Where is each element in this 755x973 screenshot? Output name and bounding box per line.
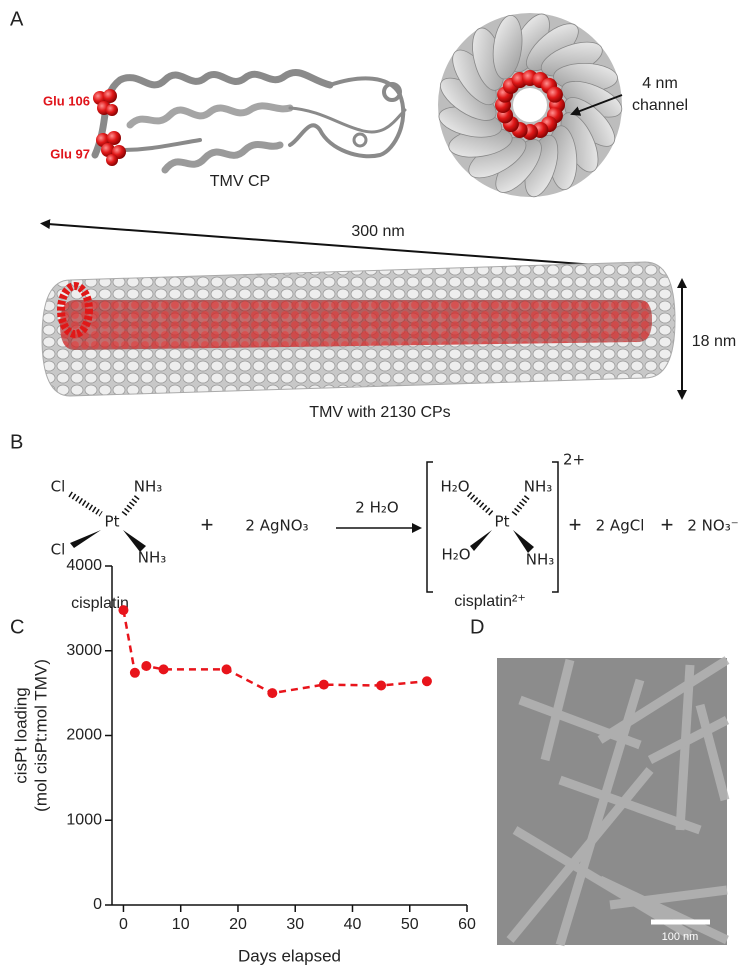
data-point: [129, 667, 140, 678]
ligand: Cl: [51, 478, 66, 496]
length-arrow: [40, 219, 664, 275]
channel-label: 4 nm: [642, 75, 678, 92]
ligand: NH₃: [138, 549, 167, 567]
x-tick-label: 40: [344, 916, 362, 933]
x-tick-label: 20: [229, 916, 247, 933]
x-tick-label: 10: [172, 916, 190, 933]
subunit: [492, 14, 523, 80]
ligand: NH₃: [526, 551, 555, 569]
ligand: NH₃: [134, 478, 163, 496]
residue-label: Glu 97: [50, 146, 90, 161]
ligand: H₂O: [440, 478, 469, 496]
loading-chart: 0 1000 2000 3000 4000 0 10 20 30 40 50 60 Days elaps…: [11, 557, 476, 965]
bracket: [552, 461, 559, 593]
rod-label: TMV with 2130 CPs: [309, 404, 450, 421]
ligand: H₂O: [441, 546, 470, 564]
residue-label: Glu 106: [43, 93, 90, 108]
ligand: Cl: [51, 541, 66, 559]
x-tick-label: 60: [458, 916, 476, 933]
y-tick-label: 1000: [66, 811, 102, 828]
x-tick-label: 0: [119, 916, 128, 933]
data-point: [376, 680, 387, 691]
panel-label: C: [10, 616, 24, 638]
byproduct: 2 AgCl: [596, 517, 645, 535]
plus: +: [661, 512, 674, 537]
y-tick-label: 2000: [66, 727, 102, 744]
y-tick-label: 4000: [66, 557, 102, 574]
data-point: [267, 688, 278, 699]
y-tick-label: 0: [93, 896, 102, 913]
x-tick-label: 30: [286, 916, 304, 933]
wedge-bond: [70, 530, 101, 548]
data-point: [221, 664, 232, 675]
wedge-bond: [123, 530, 146, 552]
diameter-label: 18 nm: [692, 333, 736, 350]
byproduct: 2 NO₃⁻: [687, 517, 738, 535]
x-axis-label: Days elapsed: [238, 946, 341, 965]
panel-label: B: [10, 431, 23, 453]
bracket: [426, 461, 433, 593]
y-tick-label: 3000: [66, 642, 102, 659]
y-axis-label: (mol cisPt:mol TMV): [31, 659, 50, 812]
glu-spheres: [93, 89, 126, 166]
reactant: Pt Cl NH₃ Cl NH₃ cisplatin: [51, 478, 167, 613]
wedge-bond: [513, 530, 534, 553]
data-point: [421, 676, 432, 687]
data-point: [118, 605, 129, 616]
rod-channel: [60, 300, 652, 350]
protein-ribbon: [91, 69, 407, 174]
data-point: [158, 664, 169, 675]
reagent: 2 AgNO₃: [245, 517, 308, 535]
y-axis-label: cisPt loading: [11, 687, 30, 783]
wedge-bond: [470, 530, 492, 551]
hashed-bond: [467, 491, 494, 517]
plus: +: [201, 512, 214, 537]
tem-image: 100 nm: [497, 656, 730, 947]
protein-label: TMV CP: [210, 173, 270, 190]
compound-name: cisplatin²⁺: [454, 593, 526, 610]
product: 2+ Pt H₂O NH₃ H₂O NH₃ cisplatin²⁺: [426, 451, 585, 610]
arrow: [570, 94, 623, 116]
scale-label: 100 nm: [662, 931, 699, 943]
panel-label: A: [10, 8, 24, 30]
panel-label: D: [470, 616, 484, 638]
data-point: [318, 679, 329, 690]
channel-label: channel: [632, 97, 688, 114]
hashed-bond: [511, 494, 531, 516]
metal: Pt: [105, 513, 120, 531]
channel: [513, 88, 547, 122]
data-point: [141, 661, 152, 672]
plus: +: [569, 512, 582, 537]
hashed-bond: [121, 494, 141, 516]
compound-name: cisplatin: [71, 595, 129, 612]
rod-end: [57, 282, 93, 338]
condition: 2 H₂O: [355, 499, 398, 517]
charge: 2+: [563, 451, 585, 469]
x-tick-label: 50: [401, 916, 419, 933]
length-label: 300 nm: [351, 223, 404, 240]
hashed-bond: [68, 491, 103, 517]
ligand: NH₃: [524, 478, 553, 496]
disk-top-view: [438, 13, 623, 198]
metal: Pt: [495, 513, 510, 531]
red-residue: [546, 86, 563, 103]
